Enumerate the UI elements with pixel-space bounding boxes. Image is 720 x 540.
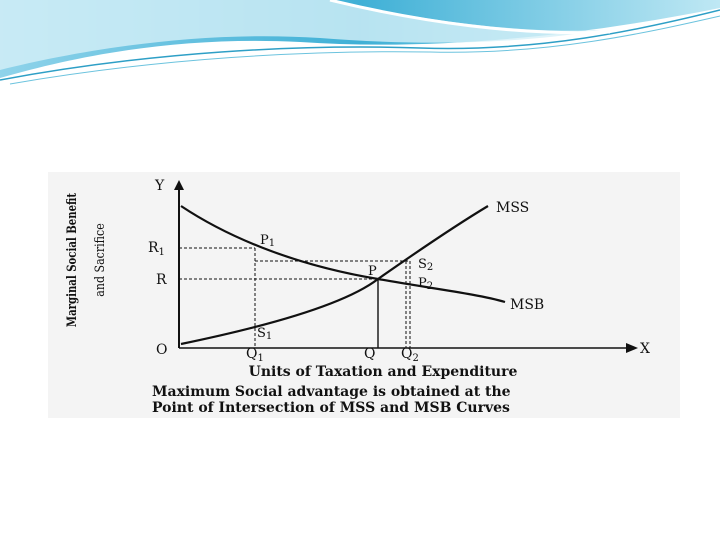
origin-label: O (156, 342, 167, 358)
mss-curve (180, 205, 489, 346)
banner-wave-light (0, 0, 600, 70)
caption-line1: Maximum Social advantage is obtained at … (152, 384, 511, 400)
mss-msb-figure: Marginal Social Benefit and Sacrifice Y … (48, 172, 680, 418)
y-axis-symbol: Y (154, 178, 165, 194)
r-label: R (156, 272, 167, 288)
header-swoosh-decoration (0, 0, 720, 85)
s1-label: S1 (257, 326, 272, 342)
y-axis-title-line2: and Sacrifice (92, 223, 107, 296)
y-axis-title-line1: Marginal Social Benefit (64, 192, 80, 327)
s2-label: S2 (418, 257, 433, 273)
q1-label: Q1 (246, 346, 264, 364)
banner-line-3 (329, 0, 611, 35)
mss-curve-label: MSS (496, 200, 529, 216)
mss-msb-diagram: Marginal Social Benefit and Sacrifice Y … (64, 178, 650, 416)
q2-label: Q2 (401, 346, 419, 364)
x-axis-title: Units of Taxation and Expenditure (249, 364, 518, 380)
q-label: Q (364, 346, 375, 362)
p1-label: P1 (260, 233, 275, 249)
x-axis-arrowhead (626, 343, 638, 353)
banner-line-1 (0, 9, 720, 81)
p2-label: P2 (418, 276, 433, 292)
caption-line2: Point of Intersection of MSS and MSB Cur… (152, 400, 510, 416)
msb-curve-label: MSB (510, 297, 544, 313)
p-label: P (368, 264, 377, 279)
x-axis-symbol: X (640, 341, 650, 357)
y-axis-arrowhead (174, 180, 184, 190)
msb-curve (180, 205, 506, 304)
banner-line-2 (9, 15, 720, 85)
r1-label: R1 (148, 240, 165, 258)
